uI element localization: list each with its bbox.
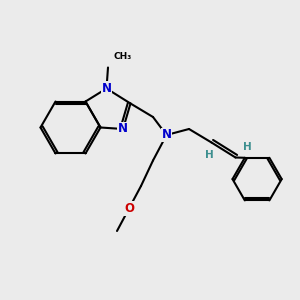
- Text: H: H: [205, 150, 214, 160]
- Text: N: N: [118, 122, 128, 136]
- Text: CH₃: CH₃: [113, 52, 132, 61]
- Text: H: H: [242, 142, 251, 152]
- Text: N: N: [101, 82, 112, 95]
- Text: N: N: [161, 128, 172, 142]
- Text: O: O: [124, 202, 134, 215]
